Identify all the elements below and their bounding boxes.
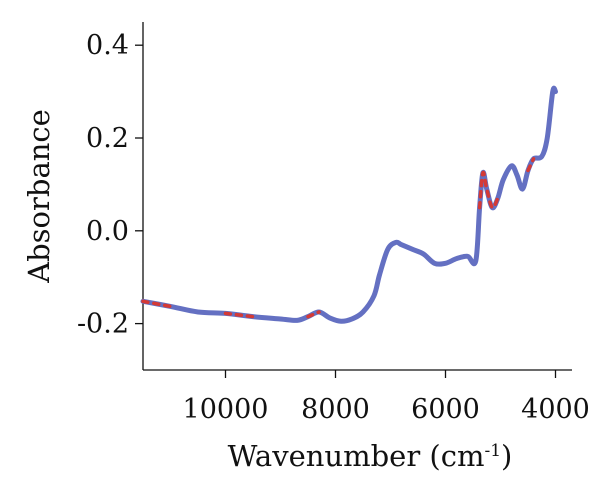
highlight-segment — [526, 157, 536, 173]
y-tick-label: 0.0 — [86, 216, 129, 247]
x-tick-label: 6000 — [411, 394, 480, 425]
y-axis-label: Absorbance — [22, 109, 56, 284]
x-tick-label: 10000 — [183, 394, 269, 425]
highlight-segment — [141, 299, 173, 309]
y-tick-label: 0.2 — [86, 123, 129, 154]
y-axis-ticks: 0.4 0.2 0.0 -0.2 — [77, 30, 143, 340]
x-axis-ticks: 10000 8000 6000 4000 — [183, 370, 590, 425]
spectrum-line — [140, 85, 558, 324]
x-tick-label: 8000 — [301, 394, 370, 425]
series-layer — [140, 85, 558, 324]
x-axis-label: Wavenumber (cm-1) — [228, 439, 513, 473]
x-axis-label-close: ) — [501, 439, 512, 473]
highlight-segment — [477, 170, 500, 210]
highlight-segment — [223, 311, 255, 319]
x-axis-label-sup: -1 — [484, 441, 501, 461]
highlight-segment — [306, 310, 321, 319]
y-tick-label: -0.2 — [77, 309, 129, 340]
plot-area: 0.4 0.2 0.0 -0.2 10000 8000 6000 4000 — [77, 22, 590, 425]
x-axis-label-text: Wavenumber (cm — [228, 439, 485, 473]
x-tick-label: 4000 — [521, 394, 590, 425]
y-tick-label: 0.4 — [86, 30, 129, 61]
